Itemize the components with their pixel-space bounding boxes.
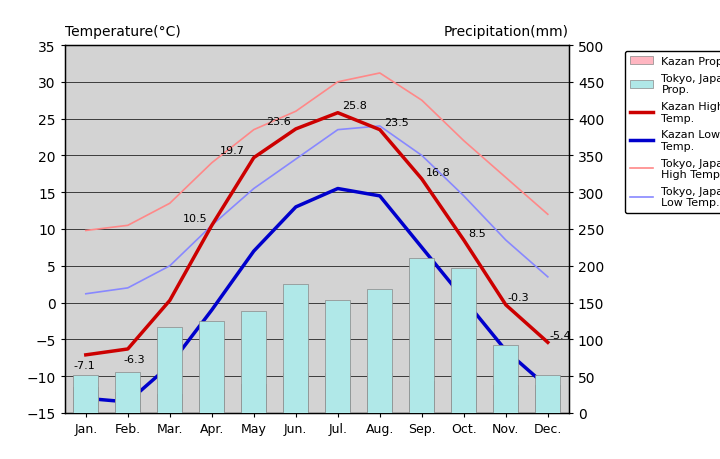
- Bar: [157, 327, 182, 413]
- Bar: [409, 381, 434, 413]
- Kazan High
Temp.: [249, 156, 258, 161]
- Kazan Low
Temp.: [501, 348, 510, 353]
- Tokyo, Japan
High Temp.: [207, 161, 216, 166]
- Tokyo, Japan
Low Temp.: [459, 194, 468, 199]
- Kazan High
Temp.: [418, 177, 426, 182]
- Bar: [157, 394, 182, 413]
- Kazan High
Temp.: [166, 298, 174, 303]
- Kazan High
Temp.: [124, 347, 132, 352]
- Text: 16.8: 16.8: [426, 167, 451, 177]
- Tokyo, Japan
Low Temp.: [544, 274, 552, 280]
- Text: -0.3: -0.3: [508, 293, 529, 303]
- Tokyo, Japan
Low Temp.: [418, 153, 426, 159]
- Text: -6.3: -6.3: [124, 354, 145, 364]
- Tokyo, Japan
High Temp.: [166, 201, 174, 207]
- Text: Temperature(°C): Temperature(°C): [65, 25, 181, 39]
- Kazan Low
Temp.: [166, 363, 174, 368]
- Kazan Low
Temp.: [418, 245, 426, 251]
- Bar: [451, 269, 477, 413]
- Text: -7.1: -7.1: [73, 360, 95, 370]
- Tokyo, Japan
Low Temp.: [292, 157, 300, 162]
- Kazan Low
Temp.: [207, 308, 216, 313]
- Tokyo, Japan
High Temp.: [333, 80, 342, 85]
- Tokyo, Japan
Low Temp.: [81, 291, 90, 297]
- Kazan High
Temp.: [81, 353, 90, 358]
- Text: 23.6: 23.6: [266, 117, 291, 127]
- Bar: [241, 384, 266, 413]
- Kazan High
Temp.: [501, 302, 510, 308]
- Tokyo, Japan
Low Temp.: [166, 263, 174, 269]
- Tokyo, Japan
High Temp.: [459, 139, 468, 144]
- Tokyo, Japan
Low Temp.: [207, 223, 216, 229]
- Bar: [73, 375, 99, 413]
- Tokyo, Japan
High Temp.: [376, 71, 384, 77]
- Tokyo, Japan
Low Temp.: [249, 186, 258, 192]
- Kazan Low
Temp.: [292, 205, 300, 210]
- Bar: [493, 385, 518, 413]
- Bar: [409, 259, 434, 413]
- Kazan Low
Temp.: [333, 186, 342, 192]
- Tokyo, Japan
High Temp.: [124, 223, 132, 229]
- Kazan High
Temp.: [544, 340, 552, 345]
- Line: Kazan Low
Temp.: Kazan Low Temp.: [86, 189, 548, 402]
- Bar: [325, 301, 351, 413]
- Kazan Low
Temp.: [81, 396, 90, 401]
- Text: 8.5: 8.5: [468, 229, 486, 239]
- Tokyo, Japan
Low Temp.: [376, 124, 384, 129]
- Bar: [367, 290, 392, 413]
- Kazan High
Temp.: [333, 111, 342, 116]
- Tokyo, Japan
High Temp.: [292, 109, 300, 115]
- Bar: [283, 373, 308, 413]
- Tokyo, Japan
High Temp.: [418, 98, 426, 104]
- Text: Precipitation(mm): Precipitation(mm): [444, 25, 569, 39]
- Line: Kazan High
Temp.: Kazan High Temp.: [86, 113, 548, 355]
- Bar: [241, 312, 266, 413]
- Tokyo, Japan
High Temp.: [501, 175, 510, 181]
- Bar: [73, 387, 99, 413]
- Kazan High
Temp.: [459, 238, 468, 243]
- Line: Tokyo, Japan
High Temp.: Tokyo, Japan High Temp.: [86, 74, 548, 231]
- Text: -5.4: -5.4: [550, 330, 572, 340]
- Tokyo, Japan
High Temp.: [544, 212, 552, 218]
- Text: 23.5: 23.5: [384, 118, 409, 128]
- Tokyo, Japan
High Temp.: [249, 128, 258, 133]
- Tokyo, Japan
High Temp.: [81, 228, 90, 234]
- Bar: [199, 390, 225, 413]
- Bar: [367, 373, 392, 413]
- Kazan Low
Temp.: [459, 297, 468, 302]
- Text: 10.5: 10.5: [182, 213, 207, 224]
- Kazan Low
Temp.: [376, 194, 384, 199]
- Kazan Low
Temp.: [124, 399, 132, 405]
- Kazan High
Temp.: [292, 127, 300, 132]
- Kazan High
Temp.: [376, 128, 384, 133]
- Bar: [115, 392, 140, 413]
- Bar: [451, 378, 477, 413]
- Text: 25.8: 25.8: [342, 101, 367, 111]
- Tokyo, Japan
Low Temp.: [124, 285, 132, 291]
- Line: Tokyo, Japan
Low Temp.: Tokyo, Japan Low Temp.: [86, 127, 548, 294]
- Bar: [199, 321, 225, 413]
- Bar: [535, 385, 560, 413]
- Bar: [283, 285, 308, 413]
- Tokyo, Japan
Low Temp.: [501, 238, 510, 243]
- Bar: [493, 345, 518, 413]
- Tokyo, Japan
Low Temp.: [333, 128, 342, 133]
- Bar: [535, 375, 560, 413]
- Kazan Low
Temp.: [544, 385, 552, 390]
- Text: 19.7: 19.7: [220, 146, 245, 156]
- Legend: Kazan Prop., Tokyo, Japan
Prop., Kazan High
Temp., Kazan Low
Temp., Tokyo, Japan: Kazan Prop., Tokyo, Japan Prop., Kazan H…: [625, 51, 720, 213]
- Kazan Low
Temp.: [249, 249, 258, 254]
- Bar: [115, 372, 140, 413]
- Bar: [325, 373, 351, 413]
- Kazan High
Temp.: [207, 223, 216, 229]
